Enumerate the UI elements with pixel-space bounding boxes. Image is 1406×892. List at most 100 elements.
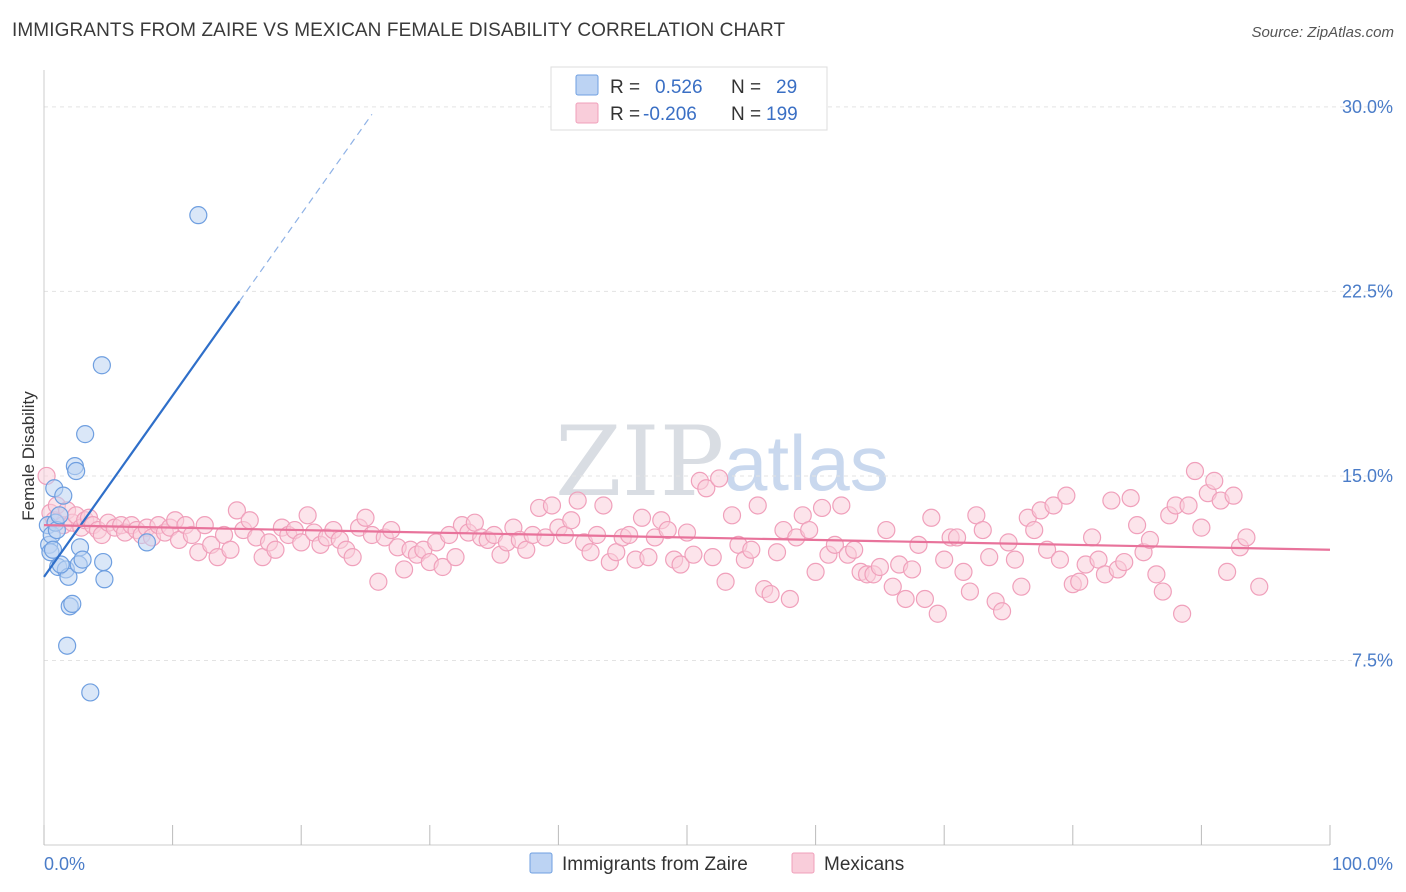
mexicans-point-36: [227, 501, 246, 520]
mexicans-point-46: [292, 533, 311, 552]
zaire-point-21: [81, 683, 100, 702]
mexicans-point-62: [394, 560, 414, 579]
x-tick-label-max: 100.0%: [1332, 854, 1393, 874]
mexicans-point-144: [922, 508, 941, 527]
mexicans-point-89: [568, 491, 587, 510]
legend-swatch-mexicans: [575, 102, 599, 124]
mexicans-point-110: [703, 548, 722, 567]
mexicans-point-167: [1070, 572, 1089, 591]
zaire-point-26: [137, 533, 156, 552]
legend-zaire-n-value: 29: [776, 77, 797, 98]
zaire-trend-extension: [238, 113, 373, 302]
mexicans-point-186: [1192, 518, 1211, 537]
mexicans-point-47: [298, 506, 317, 525]
y-axis-label: Female Disability: [19, 391, 38, 521]
mexicans-point-38: [240, 511, 259, 530]
mexicans-point-137: [877, 520, 896, 540]
mexicans-point-60: [382, 520, 401, 540]
bottom-legend-label-zaire: Immigrants from Zaire: [562, 854, 748, 875]
mexicans-point-194: [1250, 577, 1269, 596]
mexicans-point-157: [1005, 550, 1025, 569]
mexicans-point-188: [1205, 471, 1224, 490]
bottom-legend-swatch-mexicans: [791, 852, 815, 874]
zaire-point-9: [54, 486, 73, 505]
mexicans-point-58: [369, 572, 388, 591]
legend-mexicans-n-value: 199: [766, 104, 798, 125]
mexicans-point-191: [1224, 486, 1243, 505]
series-zaire-points: [38, 206, 208, 702]
zaire-point-20: [76, 425, 95, 444]
mexicans-point-184: [1179, 496, 1198, 515]
mexicans-point-149: [954, 562, 973, 582]
mexicans-point-29: [182, 525, 201, 545]
mexicans-point-125: [800, 520, 819, 540]
mexicans-point-158: [1012, 577, 1031, 596]
mexicans-point-178: [1140, 530, 1160, 550]
mexicans-point-183: [1173, 604, 1192, 623]
mexicans-point-100: [639, 548, 658, 567]
zaire-point-14: [63, 594, 82, 613]
mexicans-point-179: [1147, 565, 1166, 584]
chart-source: Source: ZipAtlas.com: [1251, 24, 1394, 41]
mexicans-point-99: [632, 508, 652, 527]
mexicans-point-35: [221, 540, 240, 559]
mexicans-point-122: [780, 589, 799, 609]
mexicans-point-88: [562, 511, 581, 530]
mexicans-point-163: [1044, 496, 1063, 515]
mexicans-point-68: [433, 557, 452, 577]
mexicans-point-111: [710, 469, 729, 488]
mexicans-point-185: [1185, 461, 1205, 481]
bottom-legend: Immigrants from Zaire Mexicans: [529, 852, 904, 875]
mexicans-point-165: [1057, 486, 1076, 505]
mexicans-point-109: [697, 479, 716, 498]
mexicans-point-126: [806, 562, 825, 582]
series-mexicans-points: [37, 461, 1269, 623]
mexicans-point-103: [658, 520, 677, 540]
chart-title: IMMIGRANTS FROM ZAIRE VS MEXICAN FEMALE …: [12, 20, 786, 41]
y-tick-label-0: 7.5%: [1352, 650, 1393, 670]
legend-mexicans-n-label: N =: [731, 104, 761, 125]
zaire-trend-line: [43, 300, 241, 578]
mexicans-point-152: [973, 520, 992, 540]
mexicans-point-145: [928, 604, 947, 623]
mexicans-point-138: [883, 577, 902, 596]
mexicans-point-190: [1218, 562, 1237, 582]
mexicans-point-132: [845, 540, 864, 559]
zaire-point-23: [94, 552, 113, 572]
legend-zaire-r-label: R =: [610, 77, 640, 98]
mexicans-point-112: [716, 572, 735, 591]
mexicans-point-160: [1025, 520, 1044, 540]
mexicans-point-155: [992, 602, 1012, 621]
zaire-point-16: [67, 461, 86, 481]
mexicans-point-97: [620, 525, 639, 545]
mexicans-point-69: [439, 525, 459, 545]
zaire-point-25: [189, 206, 208, 225]
mexicans-point-146: [935, 550, 954, 569]
mexicans-point-93: [594, 496, 613, 515]
mexicans-point-56: [356, 508, 375, 527]
mexicans-point-31: [195, 516, 214, 535]
legend-zaire-r-value: 0.526: [655, 77, 703, 98]
legend-swatch-zaire: [575, 74, 599, 96]
legend-zaire-n-label: N =: [731, 77, 761, 98]
mexicans-point-175: [1121, 488, 1140, 508]
mexicans-point-116: [742, 540, 761, 559]
mexicans-point-180: [1153, 582, 1172, 601]
mexicans-point-156: [999, 533, 1018, 552]
zaire-point-6: [47, 520, 66, 540]
mexicans-point-42: [266, 540, 285, 559]
mexicans-point-85: [542, 496, 562, 515]
mexicans-point-130: [832, 496, 851, 515]
zaire-point-28: [43, 540, 63, 559]
y-tick-label-1: 15.0%: [1342, 466, 1393, 486]
mexicans-point-142: [909, 535, 928, 554]
mexicans-point-105: [671, 555, 690, 574]
x-tick-labels: 0.0% 100.0%: [44, 854, 1393, 874]
bottom-legend-label-mexicans: Mexicans: [824, 854, 904, 875]
mexicans-point-150: [960, 582, 980, 601]
mexicans-point-172: [1102, 491, 1121, 510]
y-tick-labels: 7.5% 15.0% 22.5% 30.0%: [1342, 97, 1393, 671]
mexicans-trend-line: [43, 524, 1331, 551]
mexicans-point-107: [684, 545, 703, 564]
trend-lines: [43, 113, 1331, 578]
